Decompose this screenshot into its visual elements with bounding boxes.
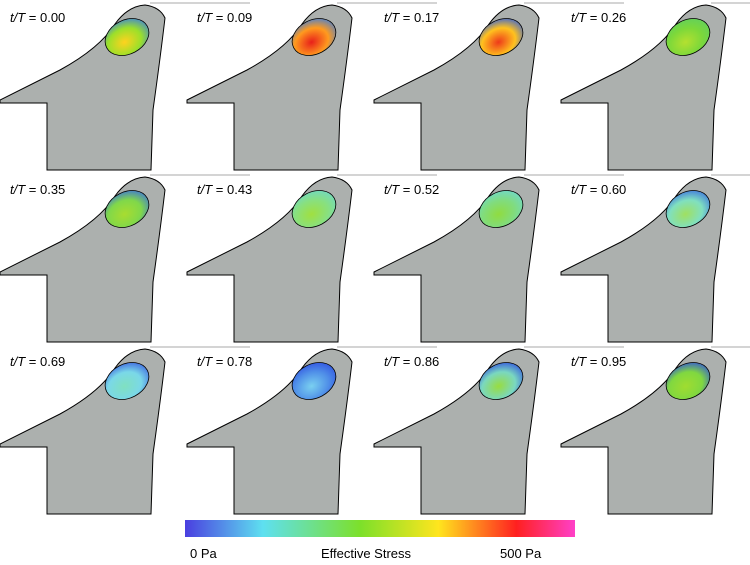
stress-region [478,18,524,56]
stress-region [104,18,150,56]
stress-region [104,190,150,228]
panel: t/T = 0.09 [186,2,437,171]
panel: t/T = 0.86 [373,346,624,515]
stress-region [665,190,711,228]
stress-region [478,190,524,228]
panel: t/T = 0.26 [560,2,750,171]
panel: t/T = 0.52 [373,174,624,343]
colorbar-title: Effective Stress [321,546,412,561]
time-label: t/T = 0.43 [197,182,252,197]
time-label: t/T = 0.95 [571,354,626,369]
time-label: t/T = 0.17 [384,10,439,25]
panel: t/T = 0.00 [0,2,250,171]
time-label: t/T = 0.52 [384,182,439,197]
time-label: t/T = 0.35 [10,182,65,197]
time-label: t/T = 0.86 [384,354,439,369]
stress-region [291,190,337,228]
panel: t/T = 0.43 [186,174,437,343]
time-label: t/T = 0.09 [197,10,252,25]
stress-region [291,362,337,400]
time-label: t/T = 0.00 [10,10,65,25]
colorbar [185,520,575,537]
panel: t/T = 0.17 [373,2,624,171]
stress-region [291,18,337,56]
stress-region [104,362,150,400]
colorbar-max: 500 Pa [500,546,542,561]
stress-region [478,362,524,400]
panel: t/T = 0.60 [560,174,750,343]
stress-region [665,362,711,400]
panel: t/T = 0.35 [0,174,250,343]
panel: t/T = 0.95 [560,346,750,515]
time-label: t/T = 0.69 [10,354,65,369]
stress-region [665,18,711,56]
time-label: t/T = 0.60 [571,182,626,197]
time-label: t/T = 0.78 [197,354,252,369]
panel: t/T = 0.69 [0,346,250,515]
colorbar-min: 0 Pa [190,546,218,561]
time-label: t/T = 0.26 [571,10,626,25]
panel: t/T = 0.78 [186,346,437,515]
